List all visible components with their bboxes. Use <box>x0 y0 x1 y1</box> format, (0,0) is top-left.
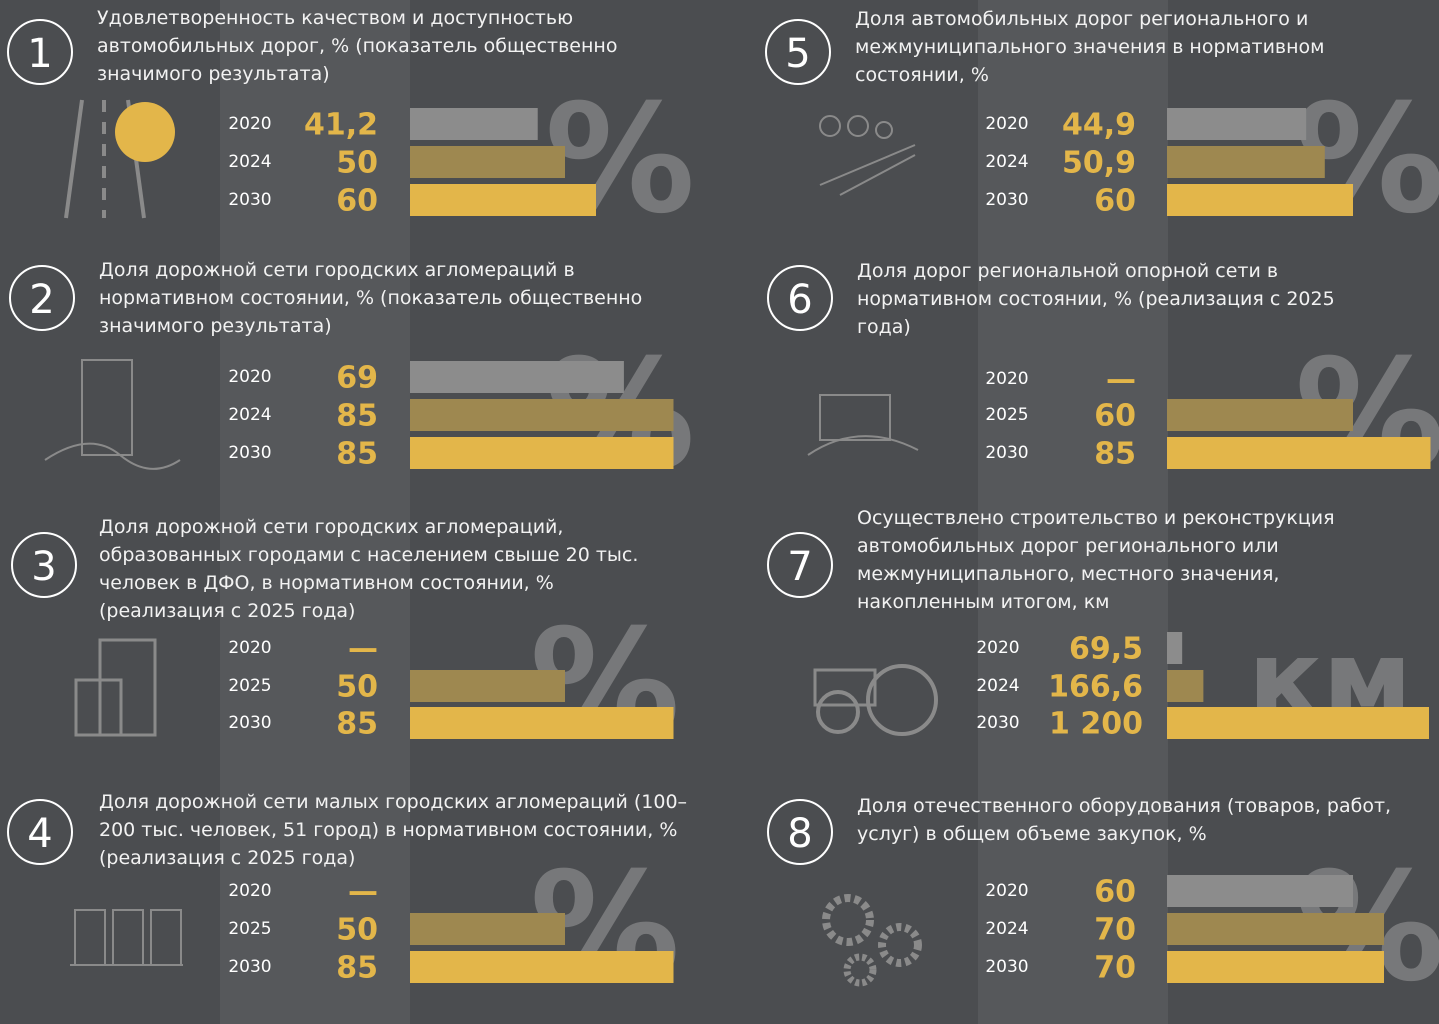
panel-number: 5 <box>785 31 810 77</box>
year-label: 2024 <box>228 405 271 425</box>
thumb-icon <box>115 102 175 162</box>
year-label: 2025 <box>228 676 271 696</box>
panel-number: 8 <box>787 811 812 857</box>
bar <box>410 951 674 983</box>
value-label: 70 <box>1094 913 1136 948</box>
bar <box>410 707 674 739</box>
panel-title: Удовлетворенность качеством и доступност… <box>97 4 687 88</box>
year-label: 2024 <box>985 919 1028 939</box>
value-label: — <box>1106 363 1136 398</box>
value-label: 50 <box>336 913 378 948</box>
panel-title: Доля отечественного оборудования (товаро… <box>857 792 1437 848</box>
panel-number: 3 <box>31 544 56 590</box>
panel-title: Доля дорог региональной опорной сети в н… <box>857 257 1377 341</box>
value-label: 70 <box>1094 951 1136 986</box>
year-label: 2030 <box>976 713 1019 733</box>
year-label: 2020 <box>985 881 1028 901</box>
value-label: 85 <box>336 707 378 742</box>
bar <box>410 184 596 216</box>
bar <box>410 108 538 140</box>
value-label: 85 <box>336 437 378 472</box>
year-label: 2020 <box>228 367 271 387</box>
value-label: — <box>348 632 378 667</box>
value-label: 50,9 <box>1062 146 1136 181</box>
year-label: 2030 <box>985 443 1028 463</box>
year-label: 2030 <box>228 443 271 463</box>
bar <box>410 913 565 945</box>
value-label: 85 <box>336 951 378 986</box>
panel-title: Доля автомобильных дорог регионального и… <box>855 5 1415 89</box>
bar <box>410 361 624 393</box>
panel-number: 6 <box>787 277 812 323</box>
value-label: 85 <box>336 399 378 434</box>
value-label: 60 <box>1094 184 1136 219</box>
panel-number: 2 <box>29 277 54 323</box>
panel-number: 7 <box>787 544 812 590</box>
year-label: 2030 <box>228 713 271 733</box>
bar <box>1167 399 1353 431</box>
year-label: 2020 <box>985 114 1028 134</box>
panel-title: Доля дорожной сети городских агломераций… <box>99 513 659 625</box>
value-label: 60 <box>1094 875 1136 910</box>
bar <box>1167 437 1431 469</box>
value-label: 50 <box>336 146 378 181</box>
unit-glyph: % <box>545 73 695 247</box>
bar <box>1167 875 1353 907</box>
bar <box>1167 707 1429 739</box>
year-label: 2030 <box>985 190 1028 210</box>
year-label: 2030 <box>228 957 271 977</box>
bar <box>410 670 565 702</box>
bar <box>1167 108 1306 140</box>
value-label: 50 <box>336 670 378 705</box>
value-label: 69 <box>336 361 378 396</box>
bar <box>1167 951 1384 983</box>
bar <box>410 146 565 178</box>
panel-title: Осуществлено строительство и реконструкц… <box>857 504 1417 616</box>
year-label: 2020 <box>976 638 1019 658</box>
year-label: 2024 <box>976 676 1019 696</box>
value-label: 60 <box>1094 399 1136 434</box>
panel-number: 1 <box>27 31 52 77</box>
year-label: 2025 <box>228 919 271 939</box>
year-label: 2030 <box>985 957 1028 977</box>
infographic: 1%202041,22024502030602%2020692024852030… <box>0 0 1439 1024</box>
year-label: 2020 <box>228 638 271 658</box>
panel-title: Доля дорожной сети малых городских аглом… <box>99 788 699 872</box>
bar <box>1167 670 1203 702</box>
year-label: 2030 <box>228 190 271 210</box>
panel-number: 4 <box>27 811 52 857</box>
year-label: 2020 <box>228 881 271 901</box>
bar <box>410 437 674 469</box>
bar <box>1167 632 1182 664</box>
year-label: 2020 <box>228 114 271 134</box>
year-label: 2024 <box>985 152 1028 172</box>
bar <box>1167 913 1384 945</box>
value-label: 41,2 <box>304 108 378 143</box>
year-label: 2020 <box>985 369 1028 389</box>
year-label: 2024 <box>228 152 271 172</box>
value-label: 1 200 <box>1049 707 1143 742</box>
value-label: 69,5 <box>1069 632 1143 667</box>
bar <box>1167 184 1353 216</box>
bar <box>1167 146 1325 178</box>
value-label: 166,6 <box>1048 670 1143 705</box>
year-label: 2025 <box>985 405 1028 425</box>
value-label: 60 <box>336 184 378 219</box>
panel-title: Доля дорожной сети городских агломераций… <box>99 256 689 340</box>
value-label: 44,9 <box>1062 108 1136 143</box>
value-label: 85 <box>1094 437 1136 472</box>
value-label: — <box>348 875 378 910</box>
bar <box>410 399 674 431</box>
